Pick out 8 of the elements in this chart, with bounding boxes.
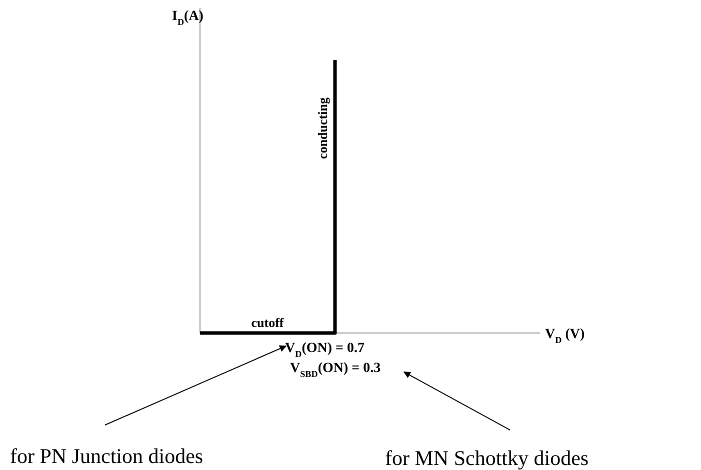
text: V$_{SBD}$(ON) = 0.3 (290, 361, 381, 379)
text: V$_{D}$ (V) (545, 327, 585, 345)
text: for PN Junction diodes (10, 444, 204, 468)
y-axis-title: I$_{D}$(A) (172, 9, 204, 27)
text: for MN Schottky diodes (385, 446, 589, 470)
annotation: cutoff (251, 315, 284, 330)
annotation: conducting (315, 97, 330, 159)
text: V$_{D}$(ON) = 0.7 (285, 341, 365, 359)
